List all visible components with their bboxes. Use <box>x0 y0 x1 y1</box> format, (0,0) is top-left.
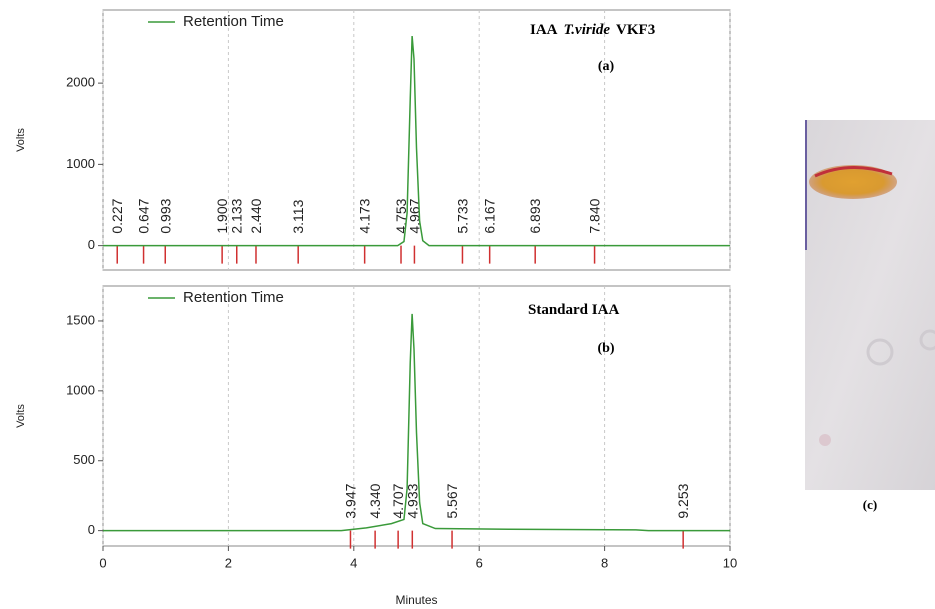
x-tick-label: 10 <box>723 555 737 570</box>
peak-label: 5.567 <box>444 483 460 518</box>
y-tick-label: 0 <box>88 522 95 537</box>
peak-label: 2.133 <box>229 198 245 233</box>
y-tick-label: 0 <box>88 237 95 252</box>
y-tick-label: 1000 <box>66 156 95 171</box>
peak-label: 0.227 <box>109 198 125 233</box>
title-part: IAA <box>530 22 558 38</box>
peak-label: 1.900 <box>214 198 230 233</box>
plot-area <box>102 9 731 271</box>
x-tick-label: 6 <box>476 555 483 570</box>
peak-label: 4.340 <box>367 483 383 518</box>
legend-label: Retention Time <box>183 13 284 30</box>
photo-label: (c) <box>863 497 877 512</box>
peak-label: 3.113 <box>290 199 306 233</box>
peak-label: 0.993 <box>157 198 173 233</box>
title-part: VKF3 <box>616 22 655 38</box>
legend-label: Retention Time <box>183 289 284 306</box>
peak-label: 3.947 <box>342 483 358 518</box>
peak-label: 2.440 <box>248 198 264 233</box>
y-tick-label: 2000 <box>66 75 95 90</box>
x-tick-label: 2 <box>225 555 232 570</box>
data-line <box>103 313 730 532</box>
peak-label: 6.167 <box>482 198 498 233</box>
x-axis-label: Minutes <box>395 593 437 607</box>
title-part: Standard IAA <box>528 302 619 318</box>
peak-label: 5.733 <box>454 198 470 233</box>
plate-blot <box>866 338 894 366</box>
plate-blot <box>919 329 935 351</box>
chart-title: IAA T.viride VKF3 <box>530 22 655 38</box>
peak-label: 9.253 <box>675 483 691 518</box>
x-tick-label: 8 <box>601 555 608 570</box>
x-tick-label: 4 <box>350 555 357 570</box>
chart-panel: 0 2 4 6 8 10 0 500 1000 1500 Volts Minutes 3.947 4.34… <box>15 285 737 607</box>
peak-label: 4.753 <box>393 198 409 233</box>
data-line <box>103 35 730 247</box>
y-tick-label: 500 <box>73 452 95 467</box>
tlc-spot <box>809 165 897 199</box>
y-axis-label: Volts <box>15 128 27 152</box>
peak-label: 0.647 <box>136 198 152 233</box>
panel-label: (a) <box>598 59 615 74</box>
spot-rim <box>814 165 893 178</box>
peak-label: 6.893 <box>527 198 543 233</box>
peak-label: 4.933 <box>404 483 420 518</box>
y-tick-label: 1000 <box>66 382 95 397</box>
peak-label: 7.840 <box>587 198 603 233</box>
x-tick-label: 0 <box>99 555 106 570</box>
plate-blot <box>819 434 831 446</box>
y-axis-label: Volts <box>15 404 27 428</box>
title-part: T.viride <box>564 22 611 38</box>
chart-title: Standard IAA <box>528 302 619 318</box>
peak-label: 4.707 <box>390 483 406 518</box>
tlc-photo: (c) <box>805 120 935 512</box>
panel-label: (b) <box>597 341 614 356</box>
y-tick-label: 1500 <box>66 312 95 327</box>
peak-label: 4.173 <box>357 198 373 233</box>
